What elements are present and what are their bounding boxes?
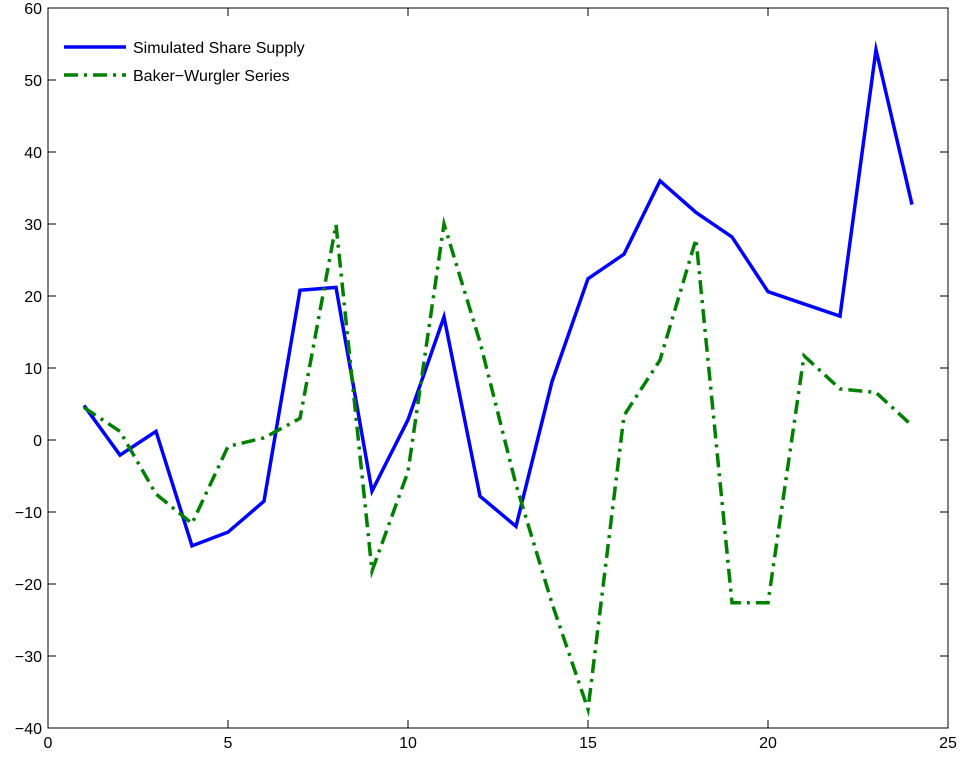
legend: Simulated Share Supply Baker−Wurgler Seri… <box>64 40 305 85</box>
series-layer <box>82 40 914 718</box>
y-tick-label: 30 <box>24 217 42 234</box>
y-tick-label: 60 <box>24 1 42 18</box>
legend-label-2: Baker−Wurgler Series <box>133 68 290 85</box>
x-tick-label: 10 <box>399 735 417 752</box>
legend-label-1: Simulated Share Supply <box>133 40 305 57</box>
y-tick-label: 10 <box>24 361 42 378</box>
x-tick-label: 0 <box>44 735 53 752</box>
axis-ticks: 0 5 10 15 20 25 −40 −30 −20 −10 0 10 20 30 40 50 60 <box>15 1 957 752</box>
series-line-2 <box>83 212 914 718</box>
y-tick-label: 40 <box>24 145 42 162</box>
y-tick-label: 20 <box>24 289 42 306</box>
x-tick-label: 20 <box>759 735 777 752</box>
y-tick-label: −30 <box>15 649 42 666</box>
x-tick-label: 15 <box>579 735 597 752</box>
y-tick-label: 0 <box>33 433 42 450</box>
x-tick-label: 5 <box>224 735 233 752</box>
y-tick-label: −10 <box>15 505 42 522</box>
series-line-1 <box>82 40 914 549</box>
x-tick-label: 25 <box>939 735 957 752</box>
y-tick-label: −20 <box>15 577 42 594</box>
y-tick-label: −40 <box>15 721 42 738</box>
y-tick-label: 50 <box>24 73 42 90</box>
